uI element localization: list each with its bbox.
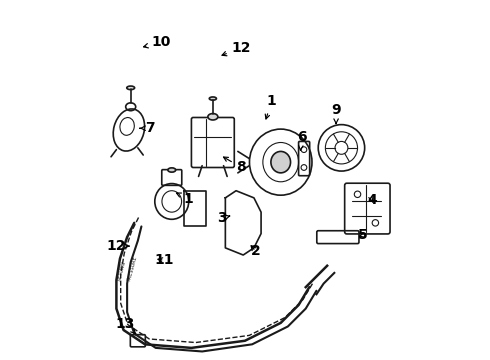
Text: RETURN: RETURN <box>117 260 127 281</box>
Text: 8: 8 <box>223 157 246 175</box>
Text: 1: 1 <box>176 192 193 206</box>
Text: 6: 6 <box>296 130 306 150</box>
Ellipse shape <box>271 152 291 173</box>
Text: 9: 9 <box>331 103 341 123</box>
Text: 10: 10 <box>144 36 171 49</box>
Text: 3: 3 <box>217 211 230 225</box>
Text: PRESSURE: PRESSURE <box>127 255 138 281</box>
Ellipse shape <box>208 113 218 120</box>
Ellipse shape <box>168 168 176 172</box>
Text: 7: 7 <box>140 121 155 135</box>
Text: 4: 4 <box>367 193 377 207</box>
Text: 11: 11 <box>155 253 174 267</box>
Text: 13: 13 <box>116 316 136 334</box>
Ellipse shape <box>127 86 135 90</box>
Text: 1: 1 <box>265 94 277 119</box>
Text: 2: 2 <box>251 244 261 258</box>
Text: 12: 12 <box>107 239 129 253</box>
Ellipse shape <box>209 97 217 100</box>
Text: 5: 5 <box>358 228 368 242</box>
Text: 12: 12 <box>222 41 251 56</box>
